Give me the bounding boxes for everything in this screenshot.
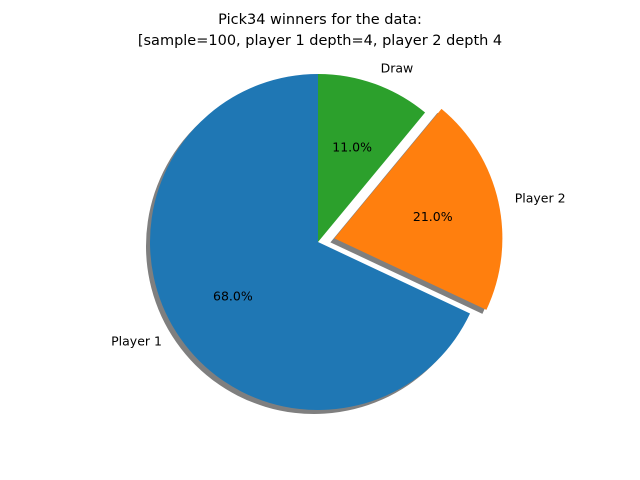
- pie-pct-label-draw: 11.0%: [332, 140, 372, 155]
- pie-slice-player-2: [334, 108, 503, 310]
- pie-slice-player-1: [150, 74, 471, 410]
- pie-wedge-layer: [150, 74, 503, 410]
- pie-slice-draw: [318, 74, 426, 242]
- chart-title-line-1: Pick34 winners for the data:: [218, 12, 422, 28]
- pie-label-layer: 68.0% Player 1 21.0% Player 2 11.0% Draw: [111, 61, 565, 349]
- chart-title-line-2: [sample=100, player 1 depth=4, player 2 …: [137, 33, 503, 49]
- pie-category-label-draw: Draw: [381, 61, 414, 76]
- pie-pct-label-player-1: 68.0%: [213, 289, 253, 304]
- pie-category-label-player-1: Player 1: [111, 334, 162, 349]
- pie-category-label-player-2: Player 2: [515, 191, 566, 206]
- pie-pct-label-player-2: 21.0%: [413, 209, 453, 224]
